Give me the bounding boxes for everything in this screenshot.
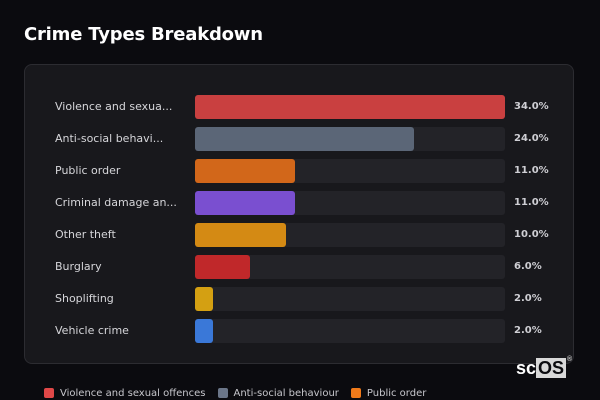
legend-item[interactable]: Anti-social behaviour: [217, 387, 339, 399]
bar-fill[interactable]: [195, 95, 505, 119]
bar-value: 11.0%: [514, 197, 549, 208]
bar-row: Burglary 6.0%: [25, 255, 573, 279]
bar-track: [195, 287, 505, 311]
bar-value: 2.0%: [514, 293, 542, 304]
bar-label: Other theft: [55, 228, 116, 241]
bar-row: Criminal damage an... 11.0%: [25, 191, 573, 215]
bar-track: [195, 191, 505, 215]
legend-label: Public order: [366, 387, 427, 399]
watermark-text: sc: [516, 358, 537, 378]
bar-fill[interactable]: [195, 319, 214, 343]
bar-row: Other theft 10.0%: [25, 223, 573, 247]
bar-track: [195, 159, 505, 183]
bar-value: 2.0%: [514, 325, 542, 336]
bar-value: 34.0%: [514, 101, 549, 112]
scos-watermark-logo: sc OS ®: [516, 356, 573, 378]
bar-label: Vehicle crime: [55, 324, 129, 337]
bar-label: Public order: [55, 164, 121, 177]
legend-item[interactable]: Public order: [350, 387, 427, 399]
bar-fill[interactable]: [195, 255, 250, 279]
legend-item[interactable]: Violence and sexual offences: [44, 388, 206, 399]
legend-label: Anti-social behaviour: [233, 387, 339, 399]
bar-track: [195, 255, 505, 279]
legend-swatch-icon: [217, 388, 228, 398]
bar-fill[interactable]: [195, 287, 214, 311]
bar-track: [195, 319, 505, 343]
bar-value: 6.0%: [514, 261, 542, 272]
bar-track: [195, 223, 505, 247]
bar-row: Violence and sexua... 34.0%: [25, 95, 573, 119]
bar-label: Anti-social behavi...: [55, 132, 164, 145]
bar-label: Burglary: [55, 260, 102, 273]
bar-row: Anti-social behavi... 24.0%: [25, 127, 573, 151]
bar-track: [195, 127, 505, 151]
bar-value: 11.0%: [514, 165, 549, 176]
legend-swatch-icon: [44, 388, 54, 398]
bar-row: Shoplifting 2.0%: [25, 287, 573, 311]
bar-fill[interactable]: [195, 223, 287, 247]
watermark-boxed-text: OS: [536, 358, 567, 378]
bar-value: 24.0%: [514, 133, 549, 144]
bar-row: Vehicle crime 2.0%: [25, 319, 573, 343]
legend-label: Violence and sexual offences: [60, 387, 206, 399]
chart-card: Violence and sexua... 34.0% Anti-social …: [24, 64, 574, 364]
bar-row: Public order 11.0%: [25, 159, 573, 183]
registered-icon: ®: [567, 356, 573, 363]
chart-legend: Violence and sexual offences Anti-social…: [44, 386, 438, 400]
bar-label: Violence and sexua...: [55, 100, 173, 113]
bar-track: [195, 95, 505, 119]
chart-title: Crime Types Breakdown: [24, 24, 263, 45]
bar-label: Shoplifting: [55, 292, 114, 305]
bar-fill[interactable]: [195, 191, 296, 215]
bar-fill[interactable]: [195, 127, 414, 151]
bar-label: Criminal damage an...: [55, 196, 177, 209]
bar-fill[interactable]: [195, 159, 296, 183]
legend-swatch-icon: [350, 388, 361, 398]
bar-value: 10.0%: [514, 229, 549, 240]
